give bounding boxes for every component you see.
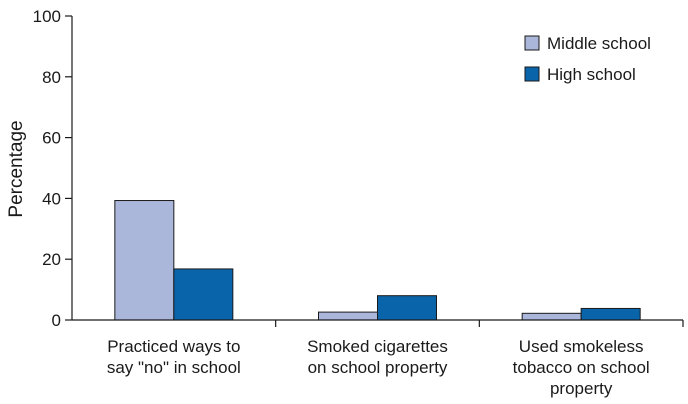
y-axis-ticks: 0 20 40 60 80 100 xyxy=(33,7,72,330)
y-tick-label: 100 xyxy=(33,7,61,26)
y-axis-title: Percentage xyxy=(6,120,27,217)
category-label: Used smokeless tobacco on school property xyxy=(513,337,650,398)
category-label-line: Practiced ways to xyxy=(107,337,240,356)
category-label: Practiced ways to say "no" in school xyxy=(107,337,241,377)
category-label-line: Smoked cigarettes xyxy=(307,337,448,356)
legend: Middle school High school xyxy=(524,34,651,84)
category-label: Smoked cigarettes on school property xyxy=(307,337,448,377)
y-tick-label: 0 xyxy=(52,311,61,330)
bar-middle-school-2 xyxy=(318,311,378,321)
bar-high-school-1 xyxy=(173,268,234,321)
category-label-line: tobacco on school xyxy=(513,358,650,377)
category-label-line: property xyxy=(550,379,613,398)
y-tick-label: 40 xyxy=(42,189,61,208)
bar-middle-school-1 xyxy=(114,200,175,321)
category-label-line: on school property xyxy=(308,358,448,377)
category-label-line: Used smokeless xyxy=(519,337,644,356)
legend-label: Middle school xyxy=(547,34,651,53)
y-tick-label: 80 xyxy=(42,68,61,87)
y-tick-label: 60 xyxy=(42,129,61,148)
legend-swatch xyxy=(524,66,540,82)
bar-high-school-3 xyxy=(580,307,641,321)
y-tick-label: 20 xyxy=(42,250,61,269)
category-label-line: say "no" in school xyxy=(107,358,241,377)
bars xyxy=(114,200,684,327)
category-labels: Practiced ways to say "no" in school Smoke… xyxy=(107,337,650,398)
bar-high-school-2 xyxy=(377,295,437,321)
bar-middle-school-3 xyxy=(521,312,582,321)
legend-swatch xyxy=(524,35,540,51)
legend-label: High school xyxy=(547,65,636,84)
